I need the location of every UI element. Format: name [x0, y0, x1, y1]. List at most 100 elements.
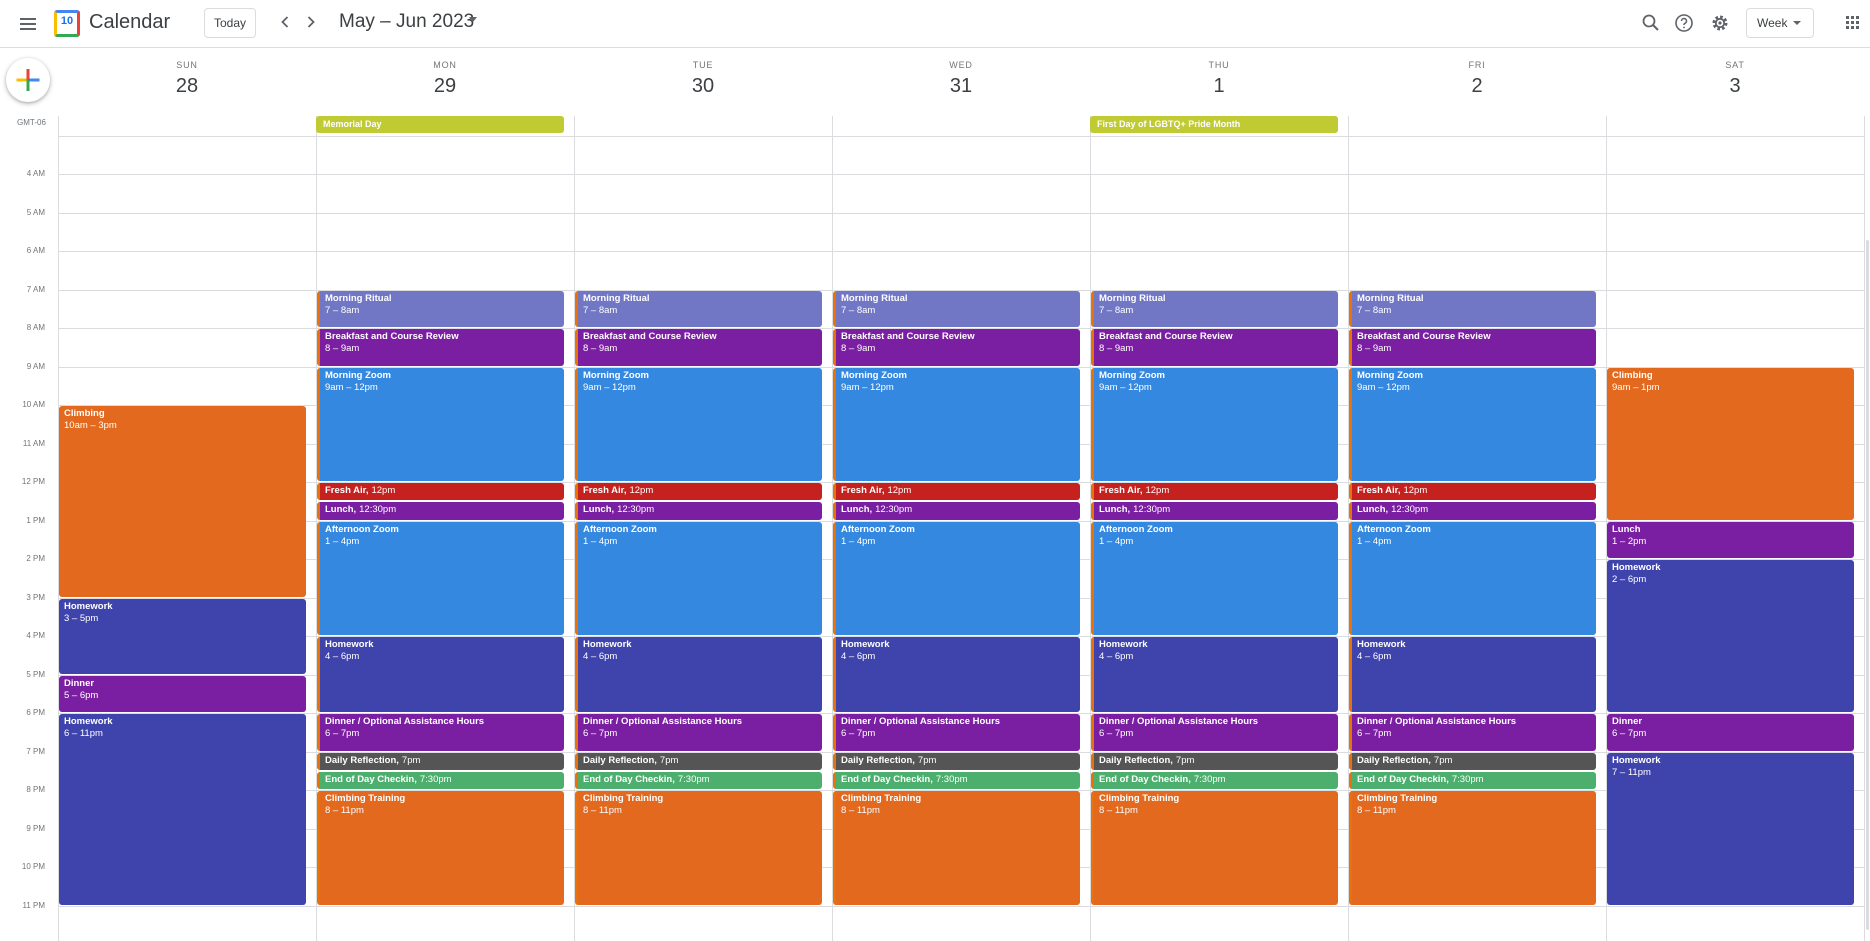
calendar-event[interactable]: Afternoon Zoom 1 – 4pm: [1349, 521, 1596, 635]
calendar-event[interactable]: Climbing Training 8 – 11pm: [1349, 791, 1596, 905]
calendar-event[interactable]: Fresh Air12pm: [575, 483, 822, 501]
all-day-event[interactable]: First Day of LGBTQ+ Pride Month: [1090, 116, 1338, 133]
calendar-event[interactable]: Homework 3 – 5pm: [59, 598, 306, 674]
day-number[interactable]: 3: [1729, 75, 1741, 97]
calendar-event[interactable]: Fresh Air12pm: [833, 483, 1080, 501]
calendar-event[interactable]: Lunch12:30pm: [575, 502, 822, 520]
calendar-event[interactable]: Morning Ritual 7 – 8am: [575, 290, 822, 327]
calendar-event[interactable]: Dinner 6 – 7pm: [1607, 714, 1854, 751]
calendar-event[interactable]: Morning Ritual 7 – 8am: [833, 290, 1080, 327]
day-header-tue[interactable]: TUE 30: [574, 60, 832, 98]
calendar-event[interactable]: Breakfast and Course Review 8 – 9am: [833, 329, 1080, 366]
calendar-event[interactable]: Homework 6 – 11pm: [59, 714, 306, 905]
today-button[interactable]: Today: [204, 8, 256, 38]
calendar-event[interactable]: Afternoon Zoom 1 – 4pm: [833, 521, 1080, 635]
calendar-event[interactable]: Afternoon Zoom 1 – 4pm: [317, 521, 564, 635]
calendar-event[interactable]: Afternoon Zoom 1 – 4pm: [575, 521, 822, 635]
day-number[interactable]: 31: [949, 75, 973, 97]
calendar-event[interactable]: Lunch12:30pm: [833, 502, 1080, 520]
calendar-event[interactable]: Morning Ritual 7 – 8am: [317, 290, 564, 327]
day-number[interactable]: 28: [175, 75, 199, 97]
event-title: Morning Ritual: [1357, 292, 1424, 304]
calendar-event[interactable]: Lunch12:30pm: [317, 502, 564, 520]
calendar-event[interactable]: Homework 7 – 11pm: [1607, 752, 1854, 905]
calendar-event[interactable]: Homework 4 – 6pm: [1091, 637, 1338, 712]
search-icon[interactable]: [1640, 12, 1662, 34]
calendar-event[interactable]: Dinner / Optional Assistance Hours 6 – 7p…: [575, 714, 822, 751]
calendar-event[interactable]: Daily Reflection7pm: [1091, 752, 1338, 770]
calendar-event[interactable]: End of Day Checkin7:30pm: [833, 771, 1080, 789]
calendar-event[interactable]: Daily Reflection7pm: [575, 752, 822, 770]
calendar-event[interactable]: Homework 2 – 6pm: [1607, 560, 1854, 712]
calendar-event[interactable]: Dinner / Optional Assistance Hours 6 – 7p…: [1091, 714, 1338, 751]
calendar-event[interactable]: Dinner 5 – 6pm: [59, 675, 306, 712]
apps-grid-icon[interactable]: [1846, 16, 1860, 30]
calendar-event[interactable]: End of Day Checkin7:30pm: [1091, 771, 1338, 789]
calendar-event[interactable]: End of Day Checkin7:30pm: [575, 771, 822, 789]
calendar-event[interactable]: Breakfast and Course Review 8 – 9am: [575, 329, 822, 366]
day-number[interactable]: 2: [1471, 75, 1483, 97]
gear-icon[interactable]: [1709, 12, 1731, 34]
all-day-event[interactable]: Memorial Day: [316, 116, 564, 133]
calendar-event[interactable]: Morning Zoom 9am – 12pm: [1091, 367, 1338, 481]
calendar-event[interactable]: Dinner / Optional Assistance Hours 6 – 7p…: [1349, 714, 1596, 751]
event-time: 6 – 11pm: [64, 728, 103, 739]
calendar-event[interactable]: Daily Reflection7pm: [317, 752, 564, 770]
calendar-event[interactable]: Lunch12:30pm: [1349, 502, 1596, 520]
event-title: End of Day Checkin: [841, 774, 933, 785]
day-number[interactable]: 30: [691, 75, 715, 97]
day-number[interactable]: 1: [1213, 75, 1225, 97]
calendar-event[interactable]: Fresh Air12pm: [1349, 483, 1596, 501]
create-event-button[interactable]: [6, 58, 50, 102]
calendar-event[interactable]: Morning Zoom 9am – 12pm: [575, 367, 822, 481]
calendar-event[interactable]: Dinner / Optional Assistance Hours 6 – 7p…: [317, 714, 564, 751]
event-title: Fresh Air: [841, 485, 884, 496]
calendar-event[interactable]: Climbing Training 8 – 11pm: [317, 791, 564, 905]
day-header-sat[interactable]: SAT 3: [1606, 60, 1864, 98]
calendar-event[interactable]: Homework 4 – 6pm: [1349, 637, 1596, 712]
day-header-thu[interactable]: THU 1: [1090, 60, 1348, 98]
calendar-event[interactable]: Breakfast and Course Review 8 – 9am: [317, 329, 564, 366]
calendar-event[interactable]: Homework 4 – 6pm: [317, 637, 564, 712]
chevron-right-icon[interactable]: [301, 12, 321, 32]
calendar-event[interactable]: Climbing 9am – 1pm: [1607, 367, 1854, 520]
calendar-event[interactable]: End of Day Checkin7:30pm: [1349, 771, 1596, 789]
date-range-title[interactable]: May – Jun 2023: [339, 11, 475, 32]
calendar-event[interactable]: Homework 4 – 6pm: [833, 637, 1080, 712]
event-title: Homework: [1357, 639, 1406, 650]
calendar-event[interactable]: End of Day Checkin7:30pm: [317, 771, 564, 789]
date-range-dropdown-icon[interactable]: [469, 17, 477, 22]
calendar-event[interactable]: Morning Zoom 9am – 12pm: [1349, 367, 1596, 481]
calendar-event[interactable]: Lunch 1 – 2pm: [1607, 521, 1854, 558]
calendar-event[interactable]: Dinner / Optional Assistance Hours 6 – 7p…: [833, 714, 1080, 751]
day-number[interactable]: 29: [433, 75, 457, 97]
day-of-week-label: WED: [949, 60, 973, 70]
calendar-event[interactable]: Fresh Air12pm: [1091, 483, 1338, 501]
day-header-sun[interactable]: SUN 28: [58, 60, 316, 98]
day-header-fri[interactable]: FRI 2: [1348, 60, 1606, 98]
day-header-mon[interactable]: MON 29: [316, 60, 574, 98]
view-selector-button[interactable]: Week: [1746, 8, 1814, 38]
calendar-event[interactable]: Morning Ritual 7 – 8am: [1349, 290, 1596, 327]
calendar-event[interactable]: Morning Zoom 9am – 12pm: [317, 367, 564, 481]
calendar-event[interactable]: Daily Reflection7pm: [833, 752, 1080, 770]
help-icon[interactable]: [1673, 12, 1695, 34]
calendar-event[interactable]: Morning Ritual 7 – 8am: [1091, 290, 1338, 327]
calendar-event[interactable]: Fresh Air12pm: [317, 483, 564, 501]
calendar-event[interactable]: Climbing Training 8 – 11pm: [575, 791, 822, 905]
main-menu-icon[interactable]: [14, 10, 42, 38]
chevron-left-icon[interactable]: [275, 12, 295, 32]
calendar-event[interactable]: Breakfast and Course Review 8 – 9am: [1091, 329, 1338, 366]
calendar-event[interactable]: Lunch12:30pm: [1091, 502, 1338, 520]
calendar-event[interactable]: Climbing Training 8 – 11pm: [833, 791, 1080, 905]
calendar-event[interactable]: Breakfast and Course Review 8 – 9am: [1349, 329, 1596, 366]
calendar-event[interactable]: Morning Zoom 9am – 12pm: [833, 367, 1080, 481]
calendar-event[interactable]: Daily Reflection7pm: [1349, 752, 1596, 770]
calendar-event[interactable]: Climbing Training 8 – 11pm: [1091, 791, 1338, 905]
calendar-event[interactable]: Homework 4 – 6pm: [575, 637, 822, 712]
event-time: 7 – 8am: [841, 304, 876, 316]
vertical-scrollbar[interactable]: [1866, 240, 1869, 930]
day-header-wed[interactable]: WED 31: [832, 60, 1090, 98]
calendar-event[interactable]: Afternoon Zoom 1 – 4pm: [1091, 521, 1338, 635]
calendar-event[interactable]: Climbing 10am – 3pm: [59, 406, 306, 597]
